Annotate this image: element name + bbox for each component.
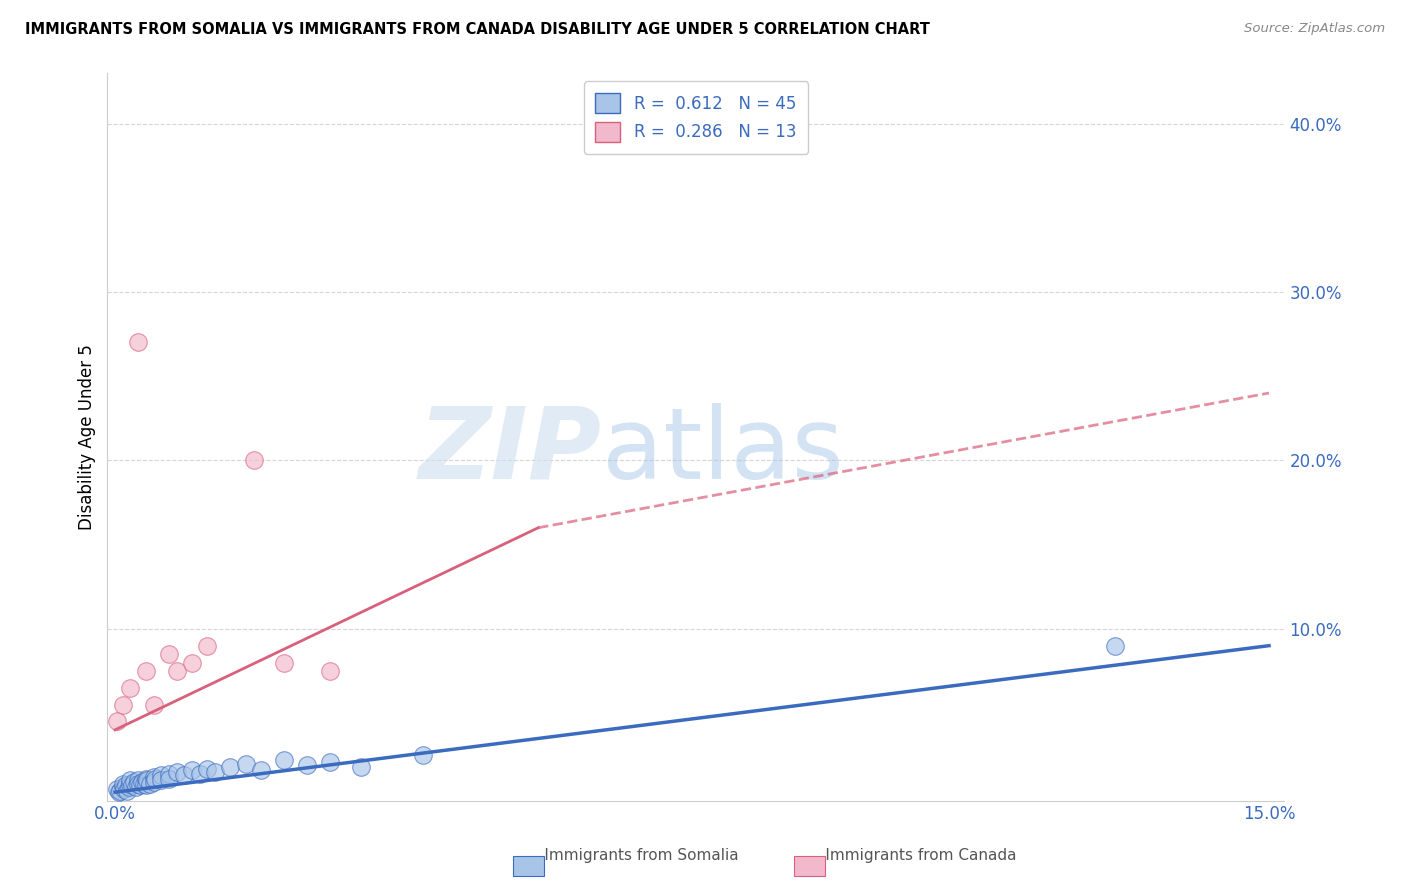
Point <box>188 766 211 780</box>
Point <box>173 768 195 782</box>
Point <box>1104 639 1126 653</box>
Point <box>181 656 204 670</box>
Point <box>273 656 295 670</box>
Point <box>297 758 319 772</box>
Point <box>128 779 150 793</box>
Point <box>219 760 242 774</box>
Point <box>197 639 219 653</box>
Point <box>110 783 132 797</box>
Point <box>143 772 166 786</box>
Point <box>117 783 139 797</box>
Point <box>108 785 131 799</box>
Point <box>134 777 156 791</box>
Point <box>120 681 142 695</box>
Point <box>319 755 342 769</box>
Text: Immigrants from Somalia: Immigrants from Somalia <box>520 848 738 863</box>
Point <box>135 664 157 678</box>
Point <box>142 698 165 712</box>
Point <box>136 773 159 788</box>
Point <box>250 764 273 778</box>
Point <box>121 779 143 793</box>
Point <box>125 780 148 794</box>
Point <box>273 753 295 767</box>
Point <box>157 647 180 661</box>
Point <box>242 453 264 467</box>
Point <box>157 766 180 780</box>
Legend: R =  0.612   N = 45, R =  0.286   N = 13: R = 0.612 N = 45, R = 0.286 N = 13 <box>583 81 808 153</box>
Point <box>412 748 434 763</box>
Text: Source: ZipAtlas.com: Source: ZipAtlas.com <box>1244 22 1385 36</box>
Point <box>124 775 146 789</box>
Text: ZIP: ZIP <box>419 403 602 500</box>
Text: IMMIGRANTS FROM SOMALIA VS IMMIGRANTS FROM CANADA DISABILITY AGE UNDER 5 CORRELA: IMMIGRANTS FROM SOMALIA VS IMMIGRANTS FR… <box>25 22 931 37</box>
Point <box>157 772 180 786</box>
Point <box>166 764 188 779</box>
Point <box>111 780 134 794</box>
Point <box>235 756 257 771</box>
Point <box>111 698 134 712</box>
Point <box>115 779 138 793</box>
Point <box>319 664 342 678</box>
Point <box>150 773 173 788</box>
Point <box>127 773 149 788</box>
Text: atlas: atlas <box>602 403 844 500</box>
Point <box>138 777 160 791</box>
Point <box>350 760 373 774</box>
Text: Immigrants from Canada: Immigrants from Canada <box>801 848 1017 863</box>
Point <box>127 777 149 791</box>
Point <box>150 768 173 782</box>
Point <box>142 770 165 784</box>
Point <box>127 335 149 350</box>
Point <box>112 781 135 796</box>
Point <box>105 714 128 729</box>
Point <box>131 775 153 789</box>
Point <box>135 779 157 793</box>
Point <box>120 777 142 791</box>
Point <box>204 764 226 779</box>
Y-axis label: Disability Age Under 5: Disability Age Under 5 <box>79 343 96 530</box>
Point <box>118 780 141 794</box>
Point <box>142 775 165 789</box>
Point <box>105 781 128 796</box>
Point <box>120 773 142 788</box>
Point <box>166 664 188 678</box>
Point <box>135 772 157 786</box>
Point <box>197 762 219 776</box>
Point <box>111 777 134 791</box>
Point <box>181 764 204 778</box>
